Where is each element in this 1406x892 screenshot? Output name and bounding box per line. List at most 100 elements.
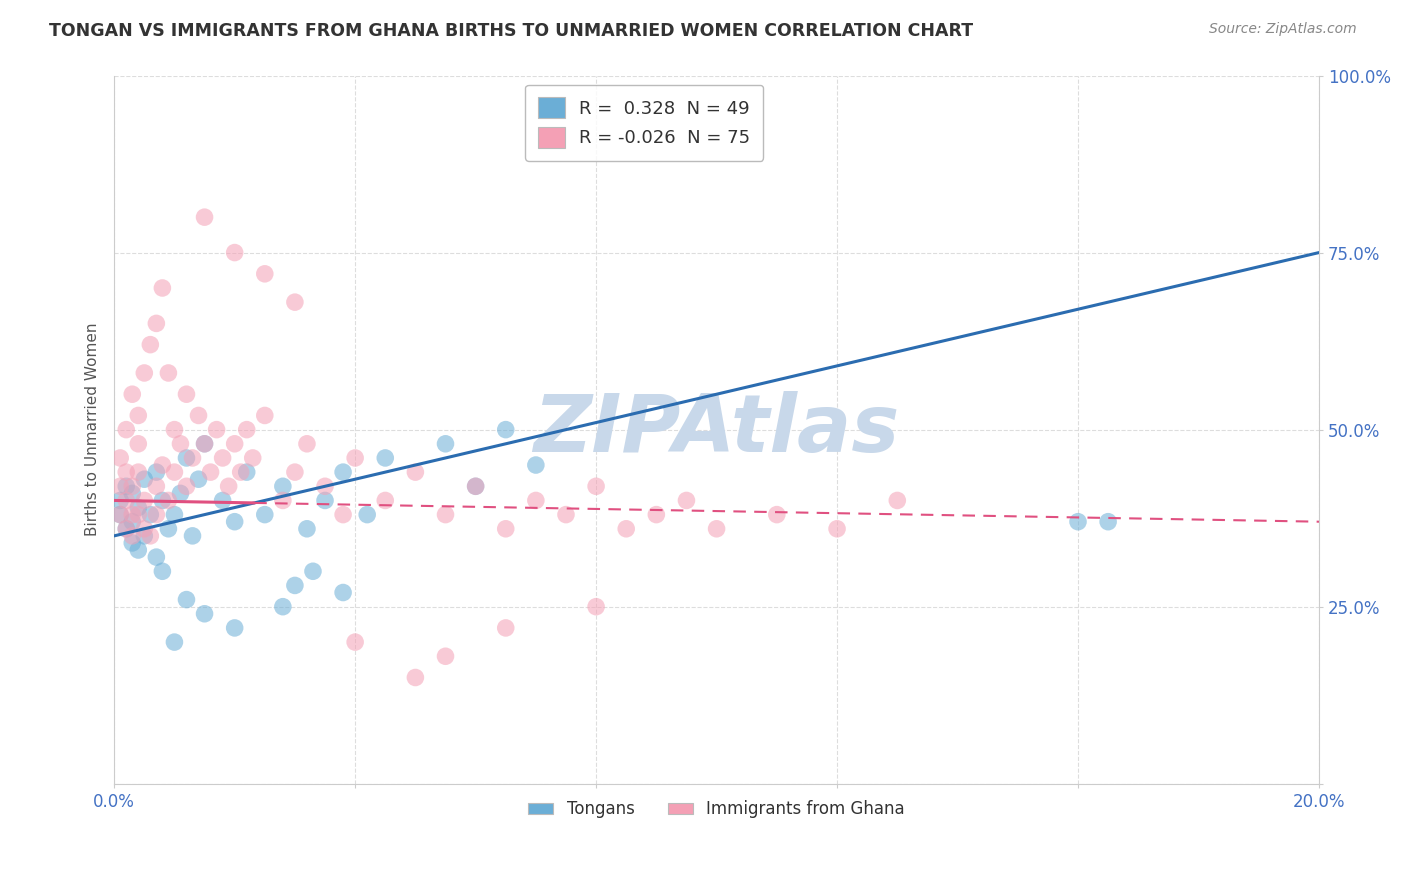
Point	[284, 578, 307, 592]
Point	[886, 493, 908, 508]
Point	[404, 465, 426, 479]
Point	[127, 409, 149, 423]
Point	[157, 366, 180, 380]
Point	[332, 465, 354, 479]
Point	[163, 508, 186, 522]
Point	[134, 366, 156, 380]
Point	[121, 387, 143, 401]
Point	[344, 635, 367, 649]
Point	[374, 493, 396, 508]
Point	[108, 479, 131, 493]
Point	[253, 409, 276, 423]
Point	[193, 437, 215, 451]
Point	[211, 450, 233, 465]
Point	[181, 450, 204, 465]
Point	[271, 493, 294, 508]
Point	[302, 564, 325, 578]
Point	[314, 493, 336, 508]
Point	[235, 423, 257, 437]
Point	[464, 479, 486, 493]
Point	[115, 423, 138, 437]
Text: TONGAN VS IMMIGRANTS FROM GHANA BIRTHS TO UNMARRIED WOMEN CORRELATION CHART: TONGAN VS IMMIGRANTS FROM GHANA BIRTHS T…	[49, 22, 973, 40]
Point	[145, 465, 167, 479]
Point	[211, 493, 233, 508]
Point	[242, 450, 264, 465]
Point	[176, 592, 198, 607]
Point	[157, 522, 180, 536]
Text: ZIPAtlas: ZIPAtlas	[533, 391, 900, 468]
Point	[139, 529, 162, 543]
Point	[645, 508, 668, 522]
Point	[150, 281, 173, 295]
Point	[229, 465, 252, 479]
Point	[139, 337, 162, 351]
Point	[145, 479, 167, 493]
Point	[145, 508, 167, 522]
Point	[108, 450, 131, 465]
Point	[127, 437, 149, 451]
Point	[614, 522, 637, 536]
Point	[284, 295, 307, 310]
Point	[176, 387, 198, 401]
Point	[121, 536, 143, 550]
Point	[139, 508, 162, 522]
Point	[495, 621, 517, 635]
Point	[205, 423, 228, 437]
Point	[169, 437, 191, 451]
Point	[134, 529, 156, 543]
Point	[121, 479, 143, 493]
Point	[127, 465, 149, 479]
Point	[127, 543, 149, 558]
Point	[434, 508, 457, 522]
Point	[121, 529, 143, 543]
Point	[193, 437, 215, 451]
Point	[295, 522, 318, 536]
Point	[224, 621, 246, 635]
Y-axis label: Births to Unmarried Women: Births to Unmarried Women	[86, 323, 100, 536]
Point	[555, 508, 578, 522]
Point	[127, 500, 149, 515]
Point	[495, 423, 517, 437]
Point	[224, 437, 246, 451]
Point	[235, 465, 257, 479]
Point	[134, 493, 156, 508]
Point	[108, 493, 131, 508]
Point	[434, 649, 457, 664]
Point	[150, 493, 173, 508]
Point	[193, 607, 215, 621]
Point	[115, 522, 138, 536]
Point	[464, 479, 486, 493]
Point	[108, 508, 131, 522]
Point	[121, 508, 143, 522]
Point	[150, 458, 173, 472]
Point	[176, 450, 198, 465]
Point	[224, 245, 246, 260]
Point	[706, 522, 728, 536]
Point	[585, 479, 607, 493]
Point	[145, 317, 167, 331]
Point	[187, 472, 209, 486]
Point	[314, 479, 336, 493]
Point	[145, 550, 167, 565]
Point	[404, 671, 426, 685]
Point	[284, 465, 307, 479]
Point	[495, 522, 517, 536]
Point	[295, 437, 318, 451]
Point	[157, 493, 180, 508]
Point	[332, 508, 354, 522]
Point	[825, 522, 848, 536]
Point	[585, 599, 607, 614]
Text: Source: ZipAtlas.com: Source: ZipAtlas.com	[1209, 22, 1357, 37]
Point	[169, 486, 191, 500]
Point	[193, 210, 215, 224]
Point	[115, 522, 138, 536]
Point	[176, 479, 198, 493]
Point	[344, 450, 367, 465]
Point	[224, 515, 246, 529]
Point	[253, 267, 276, 281]
Point	[108, 508, 131, 522]
Point	[1067, 515, 1090, 529]
Point	[187, 409, 209, 423]
Point	[115, 465, 138, 479]
Point	[766, 508, 789, 522]
